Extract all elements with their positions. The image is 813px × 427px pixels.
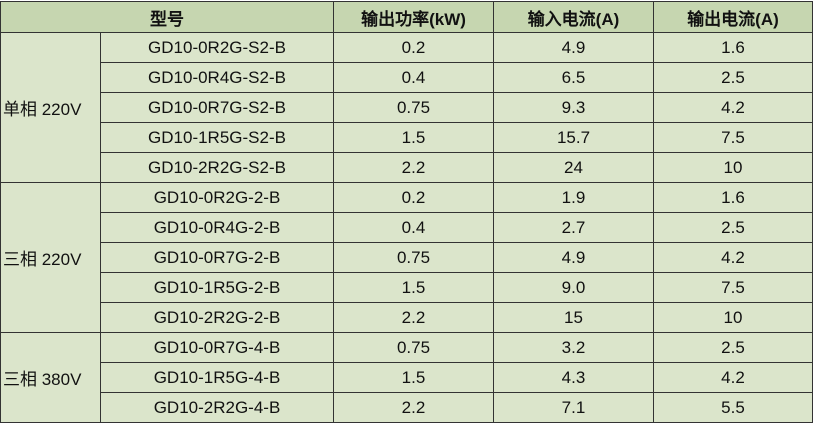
table-row: 三相 380V GD10-0R7G-4-B 0.75 3.2 2.5 — [0, 332, 813, 423]
model-cell: GD10-1R5G-S2-B — [100, 122, 334, 153]
value-cell: 0.4 — [333, 62, 494, 93]
model-cell: GD10-1R5G-4-B — [100, 362, 334, 393]
value-cell: 2.5 — [653, 212, 813, 243]
header-cell: 输出电流(A) — [653, 1, 813, 33]
value-cell: 10 — [653, 152, 813, 183]
value-cell: 7.5 — [653, 122, 813, 153]
value-cell: 2.7 — [493, 212, 654, 243]
group-label: 三相 220V — [0, 182, 101, 333]
value-cell: 2.5 — [653, 62, 813, 93]
value-cell: 0.4 — [333, 212, 494, 243]
table-row: GD10-2R2G-2-B 2.2 15 10 — [1, 302, 813, 333]
table-row: GD10-1R5G-2-B 1.5 9.0 7.5 — [1, 272, 813, 303]
value-cell: 1.5 — [333, 362, 494, 393]
table-row: GD10-0R7G-2-B 0.75 4.9 4.2 — [1, 242, 813, 273]
value-cell: 4.9 — [493, 242, 654, 273]
value-cell: 2.2 — [333, 302, 494, 333]
value-cell: 15 — [493, 302, 654, 333]
header-cell: 输入电流(A) — [493, 1, 654, 33]
table-body: 单相 220V GD10-0R2G-S2-B 0.2 4.9 1.6 GD10-0R4G-… — [0, 32, 813, 423]
value-cell: 24 — [493, 152, 654, 183]
model-cell: GD10-0R2G-S2-B — [100, 32, 334, 63]
model-cell: GD10-2R2G-2-B — [100, 302, 334, 333]
table-row: 三相 220V GD10-0R2G-2-B 0.2 1.9 1.6 — [0, 182, 813, 333]
value-cell: 1.6 — [653, 182, 813, 213]
value-cell: 4.9 — [493, 32, 654, 63]
value-cell: 7.5 — [653, 272, 813, 303]
table-row: 单相 220V GD10-0R2G-S2-B 0.2 4.9 1.6 — [0, 32, 813, 183]
group-label: 单相 220V — [0, 32, 101, 183]
model-cell: GD10-0R4G-S2-B — [100, 62, 334, 93]
header-cell: 型号 — [0, 1, 334, 33]
value-cell: 1.5 — [333, 272, 494, 303]
group-label: 三相 380V — [0, 332, 101, 423]
value-cell: 4.2 — [653, 362, 813, 393]
table-row: GD10-0R7G-S2-B 0.75 9.3 4.2 — [1, 92, 813, 123]
model-cell: GD10-0R7G-S2-B — [100, 92, 334, 123]
value-cell: 10 — [653, 302, 813, 333]
value-cell: 2.2 — [333, 392, 494, 423]
header-cell: 输出功率(kW) — [333, 1, 494, 33]
table-row: GD10-0R4G-S2-B 0.4 6.5 2.5 — [1, 62, 813, 93]
model-cell: GD10-0R7G-4-B — [100, 332, 334, 363]
value-cell: 7.1 — [493, 392, 654, 423]
table-row: GD10-2R2G-4-B 2.2 7.1 5.5 — [1, 392, 813, 423]
value-cell: 0.2 — [333, 182, 494, 213]
value-cell: 0.75 — [333, 242, 494, 273]
model-cell: GD10-2R2G-4-B — [100, 392, 334, 423]
value-cell: 0.75 — [333, 92, 494, 123]
value-cell: 15.7 — [493, 122, 654, 153]
value-cell: 0.2 — [333, 32, 494, 63]
value-cell: 4.2 — [653, 242, 813, 273]
table-row: GD10-0R4G-2-B 0.4 2.7 2.5 — [1, 212, 813, 243]
value-cell: 9.3 — [493, 92, 654, 123]
header-row: 型号 输出功率(kW) 输入电流(A) 输出电流(A) — [0, 1, 813, 33]
value-cell: 2.5 — [653, 332, 813, 363]
table-row: GD10-2R2G-S2-B 2.2 24 10 — [1, 152, 813, 183]
model-cell: GD10-2R2G-S2-B — [100, 152, 334, 183]
value-cell: 0.75 — [333, 332, 494, 363]
model-cell: GD10-0R7G-2-B — [100, 242, 334, 273]
value-cell: 6.5 — [493, 62, 654, 93]
table-row: GD10-1R5G-S2-B 1.5 15.7 7.5 — [1, 122, 813, 153]
table-row: GD10-1R5G-4-B 1.5 4.3 4.2 — [1, 362, 813, 393]
value-cell: 9.0 — [493, 272, 654, 303]
value-cell: 3.2 — [493, 332, 654, 363]
model-cell: GD10-1R5G-2-B — [100, 272, 334, 303]
value-cell: 2.2 — [333, 152, 494, 183]
value-cell: 5.5 — [653, 392, 813, 423]
value-cell: 1.9 — [493, 182, 654, 213]
model-cell: GD10-0R2G-2-B — [100, 182, 334, 213]
value-cell: 1.6 — [653, 32, 813, 63]
value-cell: 4.3 — [493, 362, 654, 393]
model-cell: GD10-0R4G-2-B — [100, 212, 334, 243]
value-cell: 1.5 — [333, 122, 494, 153]
value-cell: 4.2 — [653, 92, 813, 123]
